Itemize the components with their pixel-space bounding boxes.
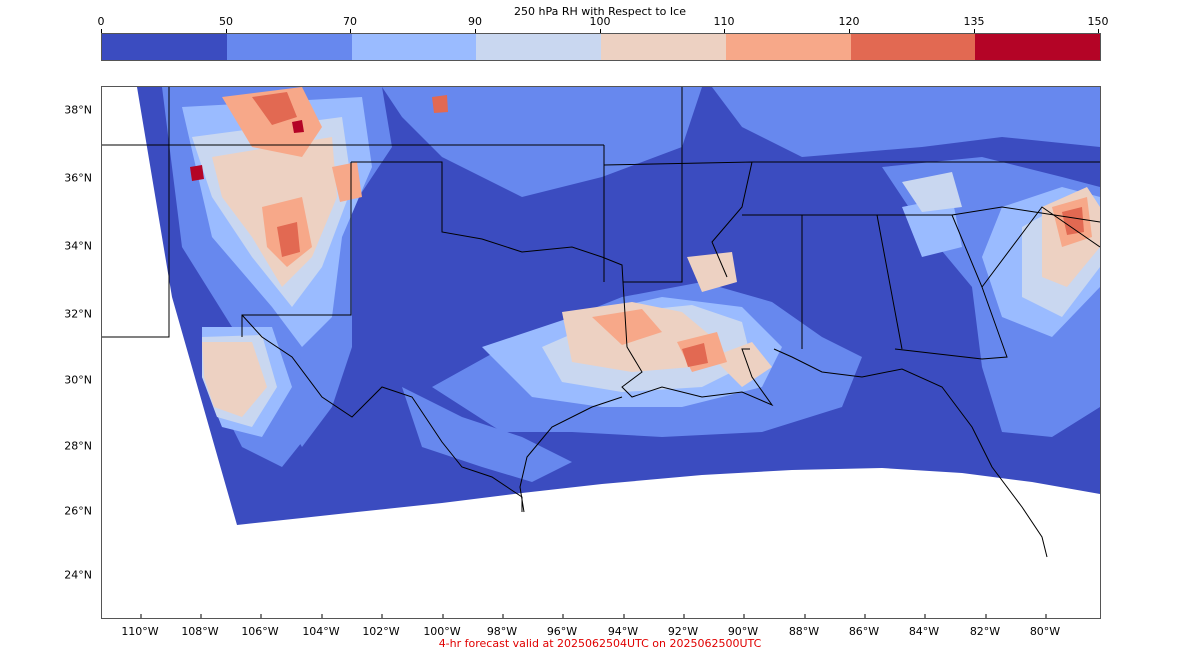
colorbar-tickmark <box>475 29 476 33</box>
lat-label: 30°N <box>64 373 92 387</box>
colorbar-tick: 150 <box>1087 15 1109 28</box>
lat-label: 28°N <box>64 439 92 453</box>
lon-label: 88°W <box>788 625 820 638</box>
colorbar-tick: 110 <box>713 15 735 28</box>
colorbar-segment <box>476 34 601 60</box>
lon-label: 92°W <box>667 625 699 638</box>
lon-label: 94°W <box>607 625 639 638</box>
colorbar-title: 250 hPa RH with Respect to Ice <box>514 5 686 18</box>
lat-label: 26°N <box>64 504 92 518</box>
lon-label: 110°W <box>121 625 159 638</box>
lat-label: 34°N <box>64 239 92 253</box>
lat-label: 24°N <box>64 568 92 582</box>
colorbar-segment <box>601 34 726 60</box>
lat-label: 38°N <box>64 103 92 117</box>
rh-120-135-regions <box>252 92 1084 367</box>
lon-label: 108°W <box>181 625 219 638</box>
colorbar-tickmark <box>849 29 850 33</box>
lon-label: 84°W <box>908 625 940 638</box>
colorbar-tick: 135 <box>963 15 985 28</box>
colorbar-segment <box>351 34 477 60</box>
lon-label: 106°W <box>241 625 279 638</box>
lon-label: 100°W <box>423 625 461 638</box>
colorbar-tickmark <box>226 29 227 33</box>
colorbar-tick: 70 <box>343 15 357 28</box>
lon-label: 86°W <box>848 625 880 638</box>
rh-135-150-regions <box>190 120 304 181</box>
lon-ticks <box>140 614 1047 618</box>
map-canvas <box>102 87 1100 618</box>
lat-label: 32°N <box>64 307 92 321</box>
colorbar-tick: 0 <box>97 15 105 28</box>
colorbar-segment <box>226 34 352 60</box>
colorbar-tickmark <box>974 29 975 33</box>
colorbar-segment <box>975 34 1100 60</box>
colorbar-tick: 90 <box>468 15 482 28</box>
map-panel <box>101 86 1101 619</box>
lon-label: 82°W <box>969 625 1001 638</box>
colorbar-tickmark <box>350 29 351 33</box>
colorbar-segment <box>102 34 227 60</box>
colorbar-tickmark <box>1098 29 1099 33</box>
lat-label: 36°N <box>64 171 92 185</box>
colorbar-tickmark <box>724 29 725 33</box>
colorbar-tickmark <box>600 29 601 33</box>
lon-label: 98°W <box>486 625 518 638</box>
colorbar-tick: 120 <box>838 15 860 28</box>
lon-label: 90°W <box>727 625 759 638</box>
forecast-valid-caption: 4-hr forecast valid at 2025062504UTC on … <box>438 637 762 650</box>
colorbar-tickmark <box>101 29 102 33</box>
colorbar-segment <box>850 34 976 60</box>
lon-label: 96°W <box>546 625 578 638</box>
lon-label: 102°W <box>362 625 400 638</box>
colorbar-tick: 50 <box>219 15 233 28</box>
lon-label: 104°W <box>302 625 340 638</box>
colorbar-segment <box>725 34 851 60</box>
political-boundaries <box>102 87 1100 558</box>
colorbar-tick: 100 <box>589 15 611 28</box>
colorbar <box>101 33 1101 61</box>
lon-label: 80°W <box>1029 625 1061 638</box>
